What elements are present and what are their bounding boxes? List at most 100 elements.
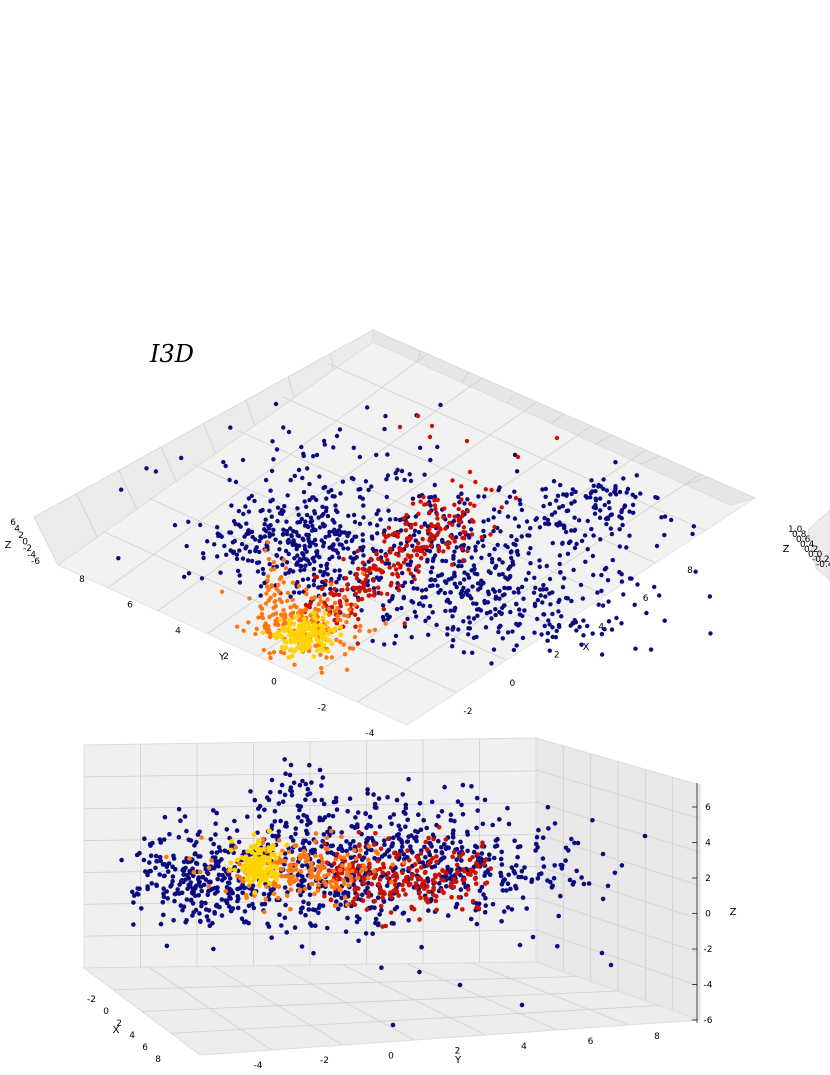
z-tick-label: -6 [704, 1016, 713, 1026]
data-point [257, 814, 262, 819]
data-point [344, 539, 349, 544]
data-point [345, 546, 351, 551]
data-point [481, 862, 486, 867]
data-point [402, 477, 407, 483]
data-point [356, 597, 361, 603]
data-point [309, 780, 314, 785]
data-point [473, 544, 478, 549]
data-point [382, 642, 387, 647]
data-point [547, 501, 553, 507]
data-point [365, 885, 370, 890]
data-point [312, 509, 317, 514]
data-point [426, 889, 431, 894]
data-point [390, 1022, 396, 1028]
data-point [279, 782, 285, 788]
data-point [298, 847, 303, 852]
data-point [320, 903, 326, 908]
data-point [358, 848, 363, 853]
data-point [246, 856, 252, 862]
data-point [311, 555, 316, 560]
data-point [601, 477, 606, 482]
data-point [324, 620, 330, 626]
data-point [338, 639, 343, 645]
data-point [452, 539, 457, 544]
data-point [314, 497, 319, 503]
data-point [398, 827, 403, 832]
data-point [382, 528, 387, 533]
data-point [669, 517, 674, 523]
data-point [565, 508, 571, 513]
data-point [249, 849, 255, 855]
data-point [286, 570, 291, 575]
data-point [246, 509, 252, 514]
data-point [523, 875, 528, 881]
data-point [246, 620, 251, 625]
data-point [345, 915, 350, 921]
data-point [325, 631, 331, 637]
data-point [157, 872, 162, 877]
data-point [363, 577, 368, 582]
data-point [394, 889, 400, 894]
data-point [554, 435, 560, 441]
data-point [412, 836, 417, 841]
data-point [267, 631, 273, 636]
data-point [349, 602, 354, 607]
data-point [417, 445, 423, 450]
data-point [591, 572, 596, 578]
data-point [579, 538, 585, 544]
z-tick-label: 1.0 [788, 525, 803, 535]
data-point [267, 881, 273, 886]
data-point [196, 875, 201, 880]
data-point [273, 537, 278, 542]
data-point [322, 890, 327, 896]
data-point [448, 812, 454, 817]
data-point [345, 614, 350, 619]
data-point [546, 618, 551, 623]
data-point [470, 868, 476, 873]
data-point [287, 617, 293, 623]
data-point [224, 827, 230, 832]
data-point [488, 532, 493, 537]
data-point [196, 893, 201, 898]
data-point [482, 910, 488, 915]
data-point [311, 578, 317, 583]
data-point [499, 505, 504, 510]
data-point [191, 873, 196, 879]
data-point [305, 524, 310, 529]
data-point [282, 885, 288, 890]
data-point [408, 571, 413, 576]
data-point [411, 586, 416, 591]
data-point [439, 850, 445, 855]
data-point [283, 639, 289, 645]
data-point [406, 567, 411, 572]
data-point [363, 811, 368, 816]
data-point [272, 809, 278, 814]
data-point [267, 534, 272, 539]
data-point [165, 869, 171, 874]
data-point [399, 848, 404, 854]
data-point [533, 585, 538, 590]
data-point [410, 543, 415, 548]
data-point [496, 487, 501, 493]
data-point [482, 598, 487, 604]
data-point [242, 534, 247, 539]
data-point [342, 652, 348, 657]
data-point [305, 576, 311, 582]
data-point [320, 579, 325, 585]
data-point [397, 517, 403, 523]
data-point [435, 516, 440, 521]
data-point [421, 603, 426, 608]
data-point [208, 837, 214, 842]
data-point [388, 546, 393, 551]
data-point [465, 848, 470, 854]
data-point [192, 843, 197, 848]
data-point [206, 918, 211, 923]
data-point [329, 655, 334, 660]
wall-gridline [685, 476, 708, 486]
data-point [292, 556, 297, 561]
data-point [289, 789, 295, 794]
data-point [585, 547, 590, 552]
data-point [572, 545, 578, 551]
data-point [240, 879, 246, 884]
data-point [289, 866, 294, 871]
